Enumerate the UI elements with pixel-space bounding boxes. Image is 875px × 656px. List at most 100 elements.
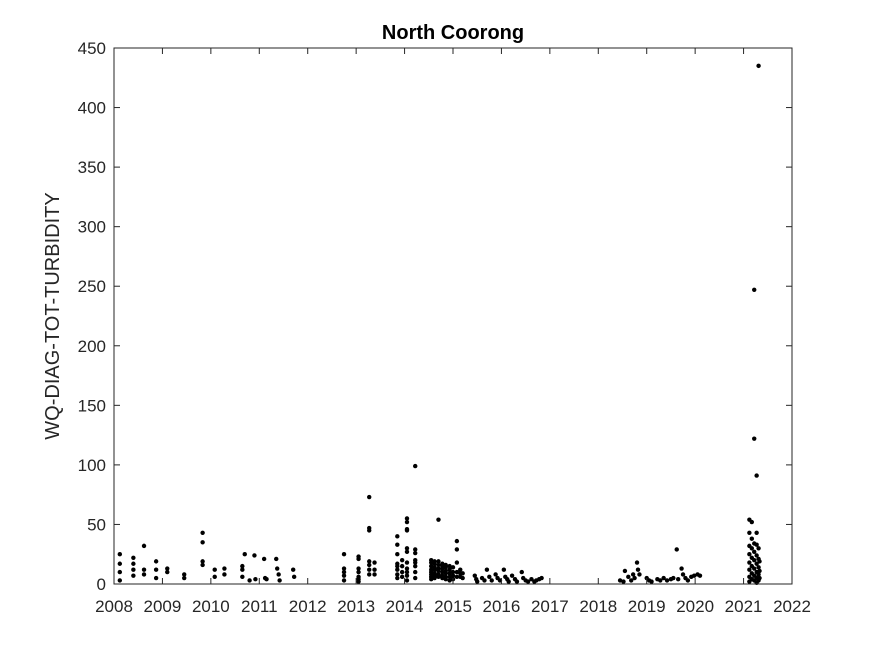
x-tick-label: 2022 (773, 597, 811, 616)
chart-title: North Coorong (382, 22, 524, 44)
plot-area (114, 48, 792, 584)
data-point (341, 569, 347, 575)
data-point (679, 566, 684, 571)
y-tick-label: 400 (78, 99, 106, 118)
data-point (754, 542, 759, 547)
data-point (372, 560, 377, 565)
data-point (440, 575, 445, 581)
data-point (290, 567, 296, 572)
data-point (697, 573, 703, 578)
data-point (395, 534, 400, 539)
data-point (413, 547, 418, 552)
data-point (752, 557, 757, 563)
data-point (514, 579, 520, 584)
data-point (506, 579, 511, 584)
y-tick-label: 250 (78, 277, 106, 296)
data-point (153, 567, 159, 572)
data-point (395, 552, 400, 557)
data-point (131, 567, 136, 572)
data-point (539, 575, 544, 581)
data-point (757, 568, 762, 574)
data-point (395, 567, 400, 572)
data-point (458, 567, 463, 572)
data-point (436, 568, 441, 574)
data-point (341, 566, 347, 571)
data-point (454, 569, 460, 575)
data-point (242, 552, 247, 557)
data-point (131, 561, 136, 566)
y-tick-label: 200 (78, 337, 106, 356)
data-point (131, 573, 136, 578)
data-point (367, 567, 372, 572)
data-point (404, 549, 410, 555)
data-point (399, 557, 405, 563)
data-point (447, 571, 452, 576)
data-point (404, 546, 410, 551)
data-point (165, 566, 170, 571)
x-tick-label: 2012 (289, 597, 327, 616)
data-point (460, 575, 465, 581)
data-point (450, 565, 456, 570)
data-point (367, 528, 372, 533)
x-tick-label: 2019 (628, 597, 666, 616)
data-point (472, 573, 477, 578)
data-point (200, 540, 205, 545)
data-point (447, 574, 452, 580)
data-point (117, 569, 123, 575)
data-point (747, 560, 752, 565)
data-point (117, 578, 123, 583)
data-point (649, 579, 654, 584)
data-point (372, 567, 377, 572)
y-tick-label: 50 (87, 515, 106, 534)
data-point (634, 560, 640, 565)
data-point (200, 559, 205, 564)
data-point (436, 517, 441, 522)
data-point (432, 561, 437, 566)
data-point (153, 559, 159, 564)
x-tick-label: 2008 (95, 597, 133, 616)
data-point (131, 555, 136, 560)
data-point (752, 436, 757, 441)
data-point (447, 578, 452, 583)
x-tick-label: 2017 (531, 597, 569, 616)
data-point (117, 552, 123, 557)
x-tick-label: 2009 (144, 597, 182, 616)
data-point (626, 574, 631, 580)
data-point (675, 577, 681, 582)
data-point (367, 572, 372, 577)
data-point (222, 566, 227, 571)
data-point (247, 578, 252, 583)
data-point (404, 569, 410, 575)
data-point (754, 530, 759, 535)
data-point (436, 562, 441, 568)
data-point (757, 559, 762, 564)
data-point (635, 567, 641, 572)
data-point (509, 573, 515, 578)
data-point (454, 547, 460, 552)
data-point (754, 473, 759, 478)
data-point (749, 546, 755, 551)
data-point (399, 563, 405, 569)
data-point (341, 578, 347, 583)
x-tick-label: 2010 (192, 597, 230, 616)
data-point (622, 568, 628, 574)
data-point (482, 578, 487, 583)
data-point (525, 579, 531, 584)
data-point (671, 575, 676, 581)
data-point (429, 577, 434, 582)
y-tick-label: 300 (78, 218, 106, 237)
y-tick-label: 350 (78, 158, 106, 177)
data-point (637, 572, 642, 577)
y-tick-label: 450 (78, 39, 106, 58)
data-point (165, 569, 170, 575)
data-point (747, 567, 752, 572)
data-point (617, 578, 623, 583)
data-point (489, 578, 494, 583)
data-point (413, 463, 418, 469)
data-point (630, 572, 636, 577)
data-point (632, 575, 637, 581)
data-point (367, 559, 372, 564)
data-point (277, 578, 282, 583)
data-point (117, 561, 123, 566)
data-point (658, 578, 663, 583)
